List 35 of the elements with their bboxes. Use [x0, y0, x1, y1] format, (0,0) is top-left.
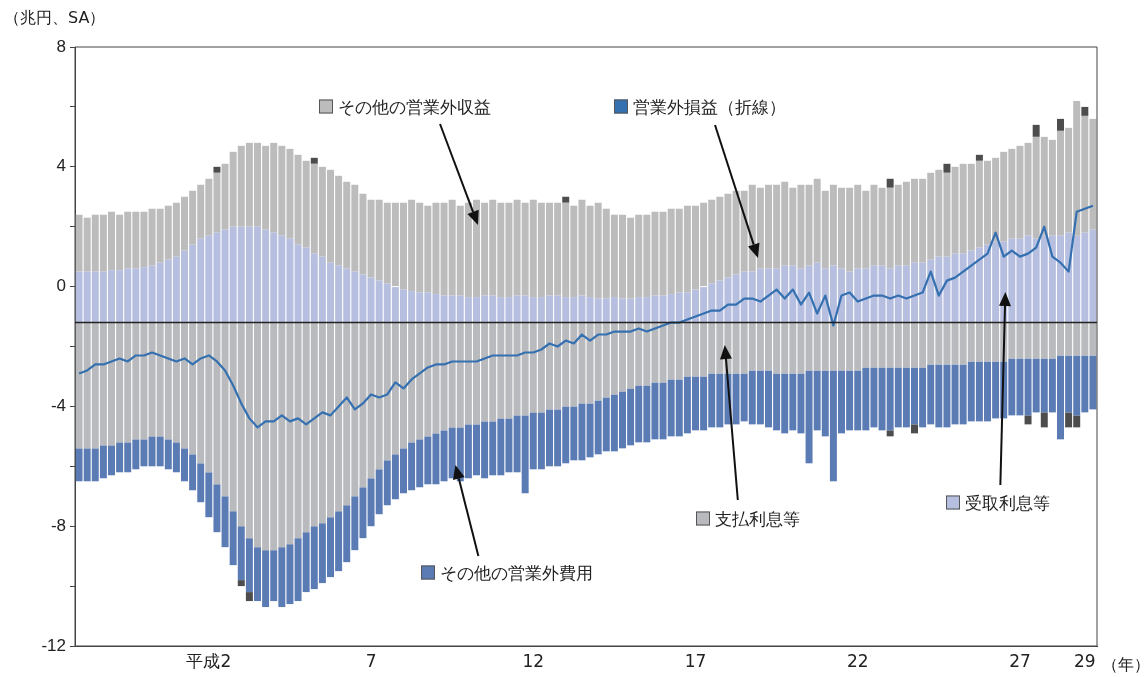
bar	[1081, 106, 1089, 116]
x-tick-label: 17	[684, 650, 707, 671]
x-tick-label: 27	[1009, 650, 1031, 671]
legend-label: その他の営業外収益	[338, 96, 491, 117]
bar	[886, 430, 894, 437]
x-tick-label: 12	[522, 650, 545, 671]
bar	[1032, 124, 1040, 137]
x-tick-label: 平成2	[186, 650, 232, 671]
bar	[886, 178, 894, 188]
y-axis-title: （兆円、SA）	[4, 8, 106, 29]
bar	[562, 196, 570, 203]
y-tick-label: -8	[50, 515, 66, 535]
bar	[1057, 118, 1064, 131]
bar	[245, 592, 253, 602]
bar	[1040, 412, 1048, 428]
legend-label: 受取利息等	[965, 492, 1050, 513]
y-tick-label: 4	[56, 156, 66, 176]
y-tick-label: -12	[41, 635, 66, 655]
bar	[1024, 415, 1032, 425]
bar	[310, 157, 318, 164]
bar	[237, 580, 245, 587]
x-tick-label: 29	[1074, 650, 1096, 671]
bar	[943, 163, 951, 173]
bar	[213, 166, 221, 173]
bar	[975, 154, 983, 161]
y-tick-label: 0	[56, 276, 66, 296]
y-tick-label: 8	[56, 36, 66, 56]
x-tick-label: 7	[365, 650, 377, 671]
y-tick-label: -4	[50, 396, 66, 416]
bar	[911, 424, 918, 434]
legend-label: 営業外損益（折線）	[633, 96, 786, 117]
legend-label: 支払利息等	[715, 508, 800, 529]
legend-label: その他の営業外費用	[440, 562, 593, 583]
x-axis-title: （年）	[1102, 655, 1148, 676]
x-tick-label: 22	[846, 650, 869, 671]
